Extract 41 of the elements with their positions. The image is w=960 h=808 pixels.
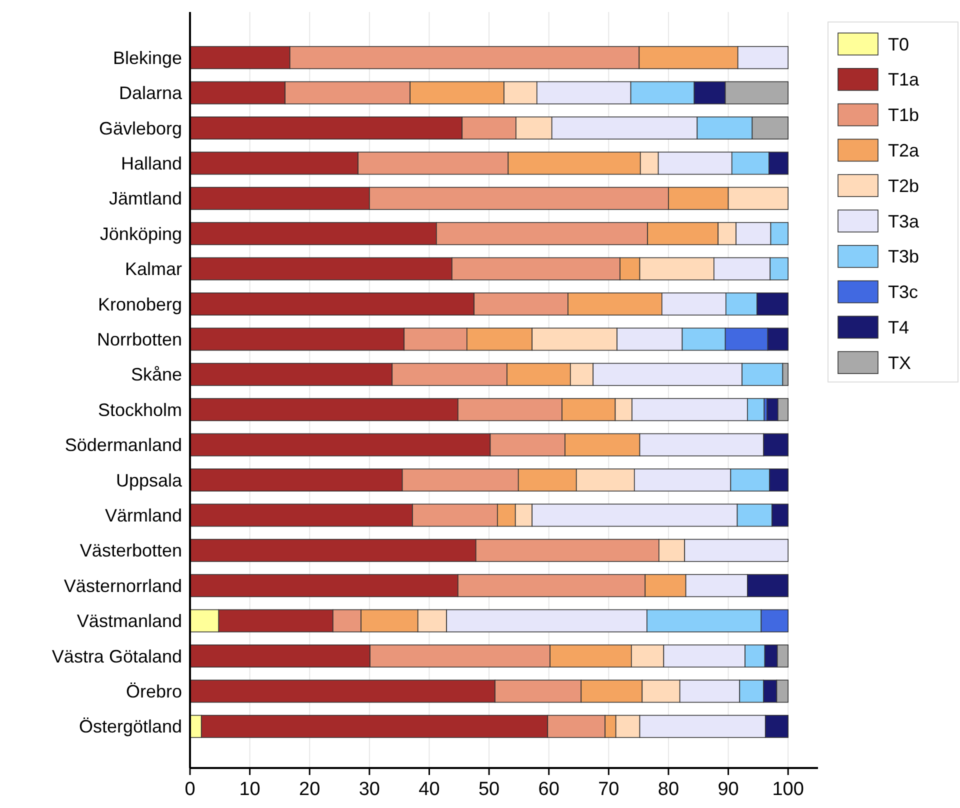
y-tick-label: Kalmar [124,259,182,280]
legend-label: T3c [888,282,918,302]
y-tick-label: Västmanland [76,611,182,632]
y-tick-label: Västra Götaland [52,646,182,666]
legend-label: T4 [888,318,910,338]
y-tick-label: Värmland [104,506,182,526]
y-tick-label: Västerbotten [80,540,182,561]
x-tick-label: 60 [538,779,560,800]
y-tick-label: Östergötland [78,716,182,737]
x-tick-label: 80 [658,779,680,800]
x-tick-label: 50 [478,779,500,800]
legend-label: T3b [888,246,920,267]
legend-label: TX [888,352,912,373]
legend-label: T0 [888,34,910,54]
legend-label: T2b [888,176,920,196]
legend-label: T2a [888,140,920,160]
x-tick-label: 0 [184,779,196,800]
y-tick-label: Uppsala [116,470,183,490]
x-tick-label: 40 [418,779,440,800]
y-tick-label: Södermanland [64,435,182,456]
x-tick-label: 100 [772,779,804,800]
y-tick-label: Skåne [130,364,182,385]
y-tick-label: Stockholm [98,400,182,420]
x-tick-label: 30 [358,779,380,800]
legend-label: T1b [888,105,920,126]
legend-label: T1a [888,70,920,90]
y-tick-label: Blekinge [112,48,182,68]
x-tick-label: 70 [598,779,620,800]
legend-label: T3a [888,211,920,232]
y-tick-label: Västernorrland [64,576,182,596]
y-tick-label: Örebro [126,682,182,702]
x-tick-label: 10 [239,779,260,800]
y-tick-label: Halland [120,154,182,174]
y-tick-label: Dalarna [118,83,183,104]
y-tick-label: Jönköping [100,224,182,244]
y-tick-label: Gävleborg [98,118,182,138]
y-tick-label: Jämtland [108,188,182,209]
x-tick-label: 20 [299,779,320,800]
y-tick-label: Kronoberg [98,294,182,314]
x-tick-label: 90 [718,779,739,800]
y-tick-label: Norrbotten [96,330,182,350]
